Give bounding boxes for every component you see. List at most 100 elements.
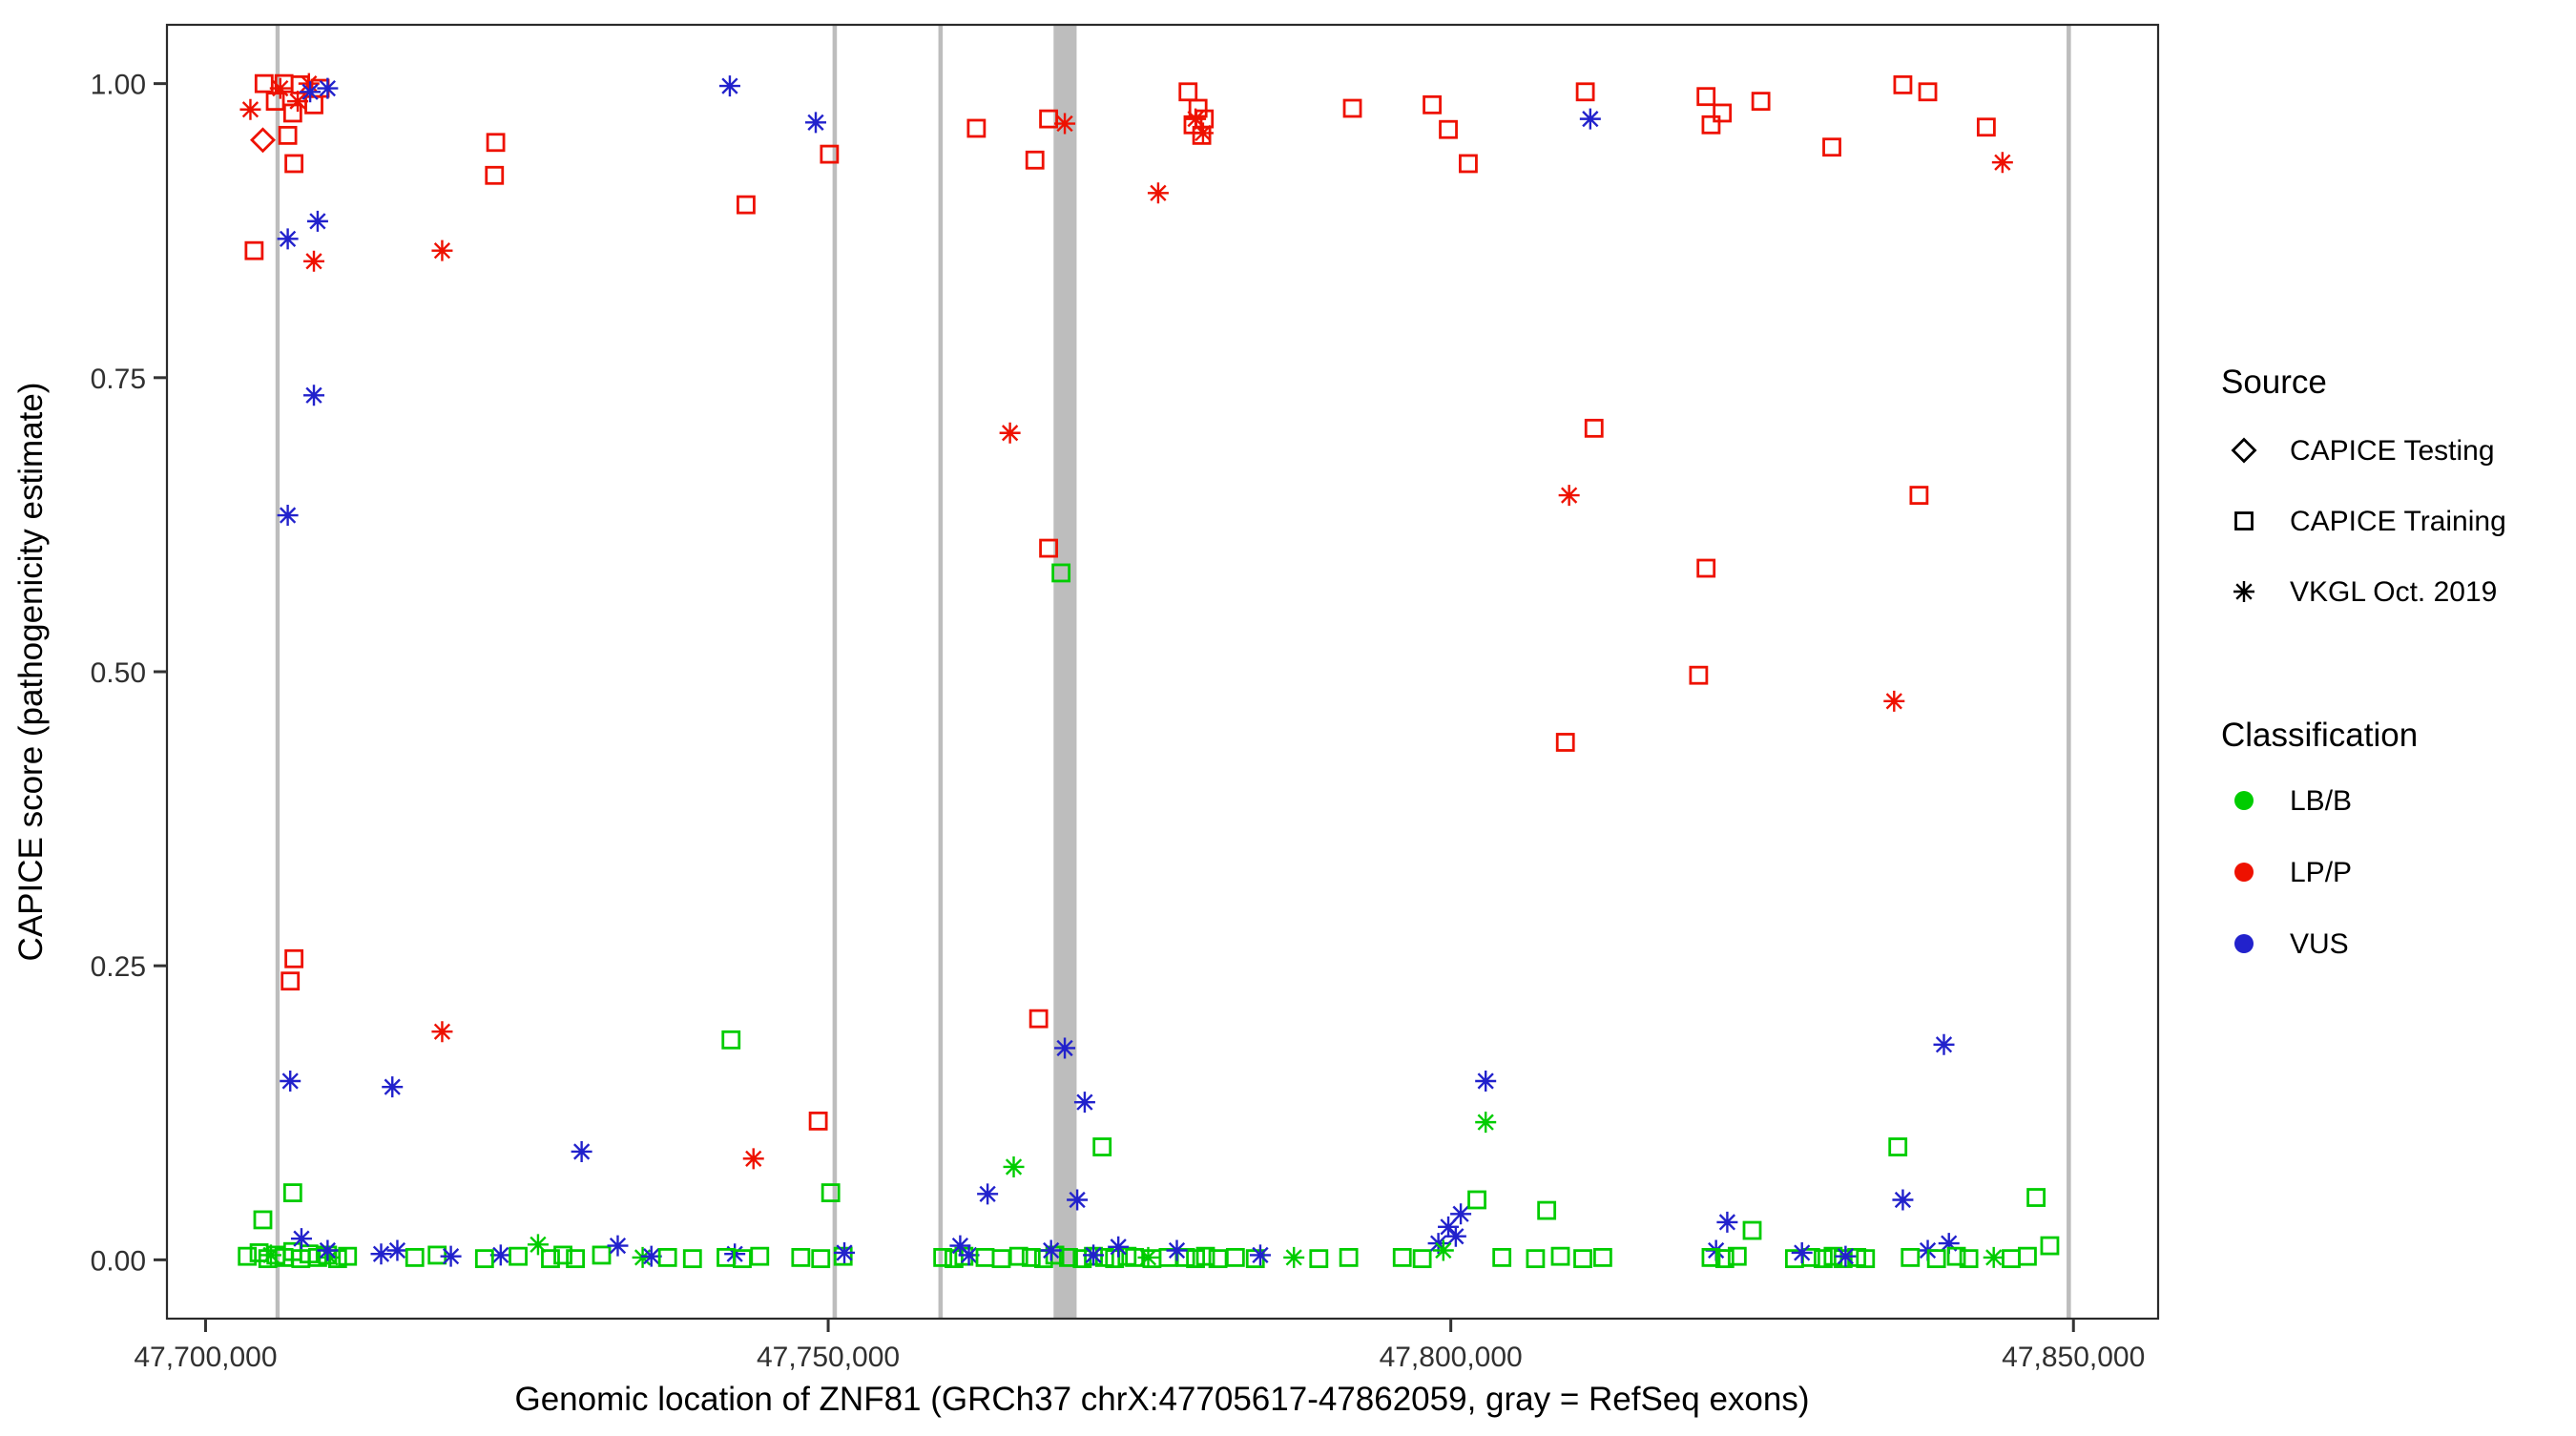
- data-point: [370, 1243, 392, 1265]
- data-point: [1835, 1245, 1857, 1267]
- data-point: [1003, 1155, 1025, 1177]
- data-point: [1933, 1033, 1955, 1055]
- data-point: [1439, 119, 1458, 139]
- data-point: [489, 1244, 511, 1266]
- data-point: [1492, 1247, 1512, 1267]
- data-point: [1814, 1249, 1833, 1269]
- data-point: [1083, 1244, 1105, 1266]
- data-point: [1283, 1246, 1305, 1268]
- data-point: [1249, 1244, 1271, 1266]
- data-point: [1225, 1247, 1245, 1267]
- data-point: [607, 1235, 629, 1257]
- data-point: [1555, 733, 1575, 752]
- classification-dot-icon: [2234, 863, 2254, 882]
- x-tick-label: 47,800,000: [1380, 1342, 1523, 1373]
- data-point: [2040, 1236, 2060, 1256]
- data-point: [553, 1245, 572, 1265]
- data-point: [1008, 1246, 1028, 1266]
- data-point: [440, 1245, 462, 1267]
- data-point: [238, 1246, 258, 1266]
- data-point: [282, 1183, 302, 1202]
- refseq-exon-band: [938, 26, 944, 1318]
- data-point: [1701, 114, 1721, 135]
- refseq-exon-band: [275, 26, 280, 1318]
- data-point: [1051, 563, 1071, 583]
- refseq-exon-band: [832, 26, 838, 1318]
- square-legend-icon: [2234, 511, 2254, 531]
- data-point: [1040, 1239, 1062, 1261]
- data-point: [1475, 1112, 1497, 1134]
- data-point: [1892, 1189, 1914, 1211]
- data-point: [1888, 1137, 1908, 1156]
- data-point: [427, 1245, 447, 1265]
- data-point: [527, 1234, 549, 1256]
- data-points: [238, 73, 2060, 1269]
- data-point: [382, 1076, 404, 1098]
- data-point: [1025, 150, 1045, 170]
- y-tick-label: 0.50: [91, 657, 146, 689]
- data-point: [1959, 1249, 1979, 1269]
- data-point: [303, 250, 325, 272]
- data-point: [277, 228, 299, 250]
- data-point: [1392, 1247, 1412, 1267]
- y-tick-label: 0.00: [91, 1245, 146, 1277]
- data-point: [304, 94, 323, 114]
- data-point: [280, 1070, 301, 1092]
- data-point: [244, 240, 264, 260]
- data-point: [300, 81, 322, 103]
- data-point: [277, 505, 299, 527]
- legend-source-markers: [2231, 437, 2257, 602]
- data-point: [1412, 1249, 1432, 1269]
- data-point: [966, 118, 987, 138]
- data-point: [1592, 1247, 1612, 1267]
- data-point: [737, 195, 756, 215]
- legend-classification: Classification LB/B LP/P VUS: [2221, 717, 2418, 960]
- x-tick-label: 47,850,000: [2002, 1342, 2145, 1373]
- data-point: [1178, 82, 1198, 102]
- data-point: [1791, 1241, 1813, 1263]
- data-point: [1714, 1249, 1735, 1269]
- data-point: [1689, 665, 1709, 685]
- data-point: [833, 1246, 853, 1266]
- refseq-exon-band: [1053, 26, 1077, 1318]
- data-point: [1751, 92, 1771, 112]
- data-point: [386, 1239, 408, 1261]
- data-point: [1893, 74, 1913, 94]
- data-point: [1432, 1239, 1454, 1261]
- data-point: [1727, 1246, 1747, 1266]
- data-point: [1158, 1247, 1178, 1267]
- data-point: [1716, 1211, 1738, 1233]
- data-point: [718, 75, 740, 97]
- data-point: [1192, 122, 1214, 144]
- y-tick-label: 0.75: [91, 364, 146, 395]
- data-point: [1309, 1249, 1329, 1269]
- data-point: [2026, 1188, 2046, 1207]
- data-point: [1137, 1246, 1159, 1268]
- data-point: [541, 1249, 560, 1269]
- data-point: [1192, 125, 1212, 145]
- data-point: [820, 144, 840, 164]
- data-point: [474, 1249, 494, 1269]
- data-point: [1701, 1247, 1721, 1267]
- data-point: [750, 1246, 770, 1266]
- data-point: [571, 1140, 592, 1162]
- data-point: [1976, 117, 1996, 137]
- diamond-legend-icon: [2231, 437, 2257, 464]
- data-point: [1166, 1239, 1188, 1261]
- data-point: [1713, 103, 1733, 123]
- data-point: [1339, 1247, 1359, 1267]
- data-point: [834, 1241, 856, 1263]
- data-point: [1092, 1137, 1112, 1156]
- x-axis-title: Genomic location of ZNF81 (GRCh37 chrX:4…: [514, 1381, 1809, 1418]
- data-point: [260, 1244, 281, 1266]
- data-point: [1983, 1246, 2005, 1268]
- data-point: [1573, 1249, 1592, 1269]
- legend-item-capice-training: CAPICE Training: [2290, 506, 2506, 537]
- legend-source: Source CAPICE Testing CAPICE Training VK…: [2221, 364, 2506, 608]
- data-point: [1108, 1236, 1130, 1258]
- data-point: [278, 125, 298, 145]
- data-point: [303, 385, 325, 406]
- data-point: [1575, 82, 1595, 102]
- data-point: [1696, 558, 1716, 578]
